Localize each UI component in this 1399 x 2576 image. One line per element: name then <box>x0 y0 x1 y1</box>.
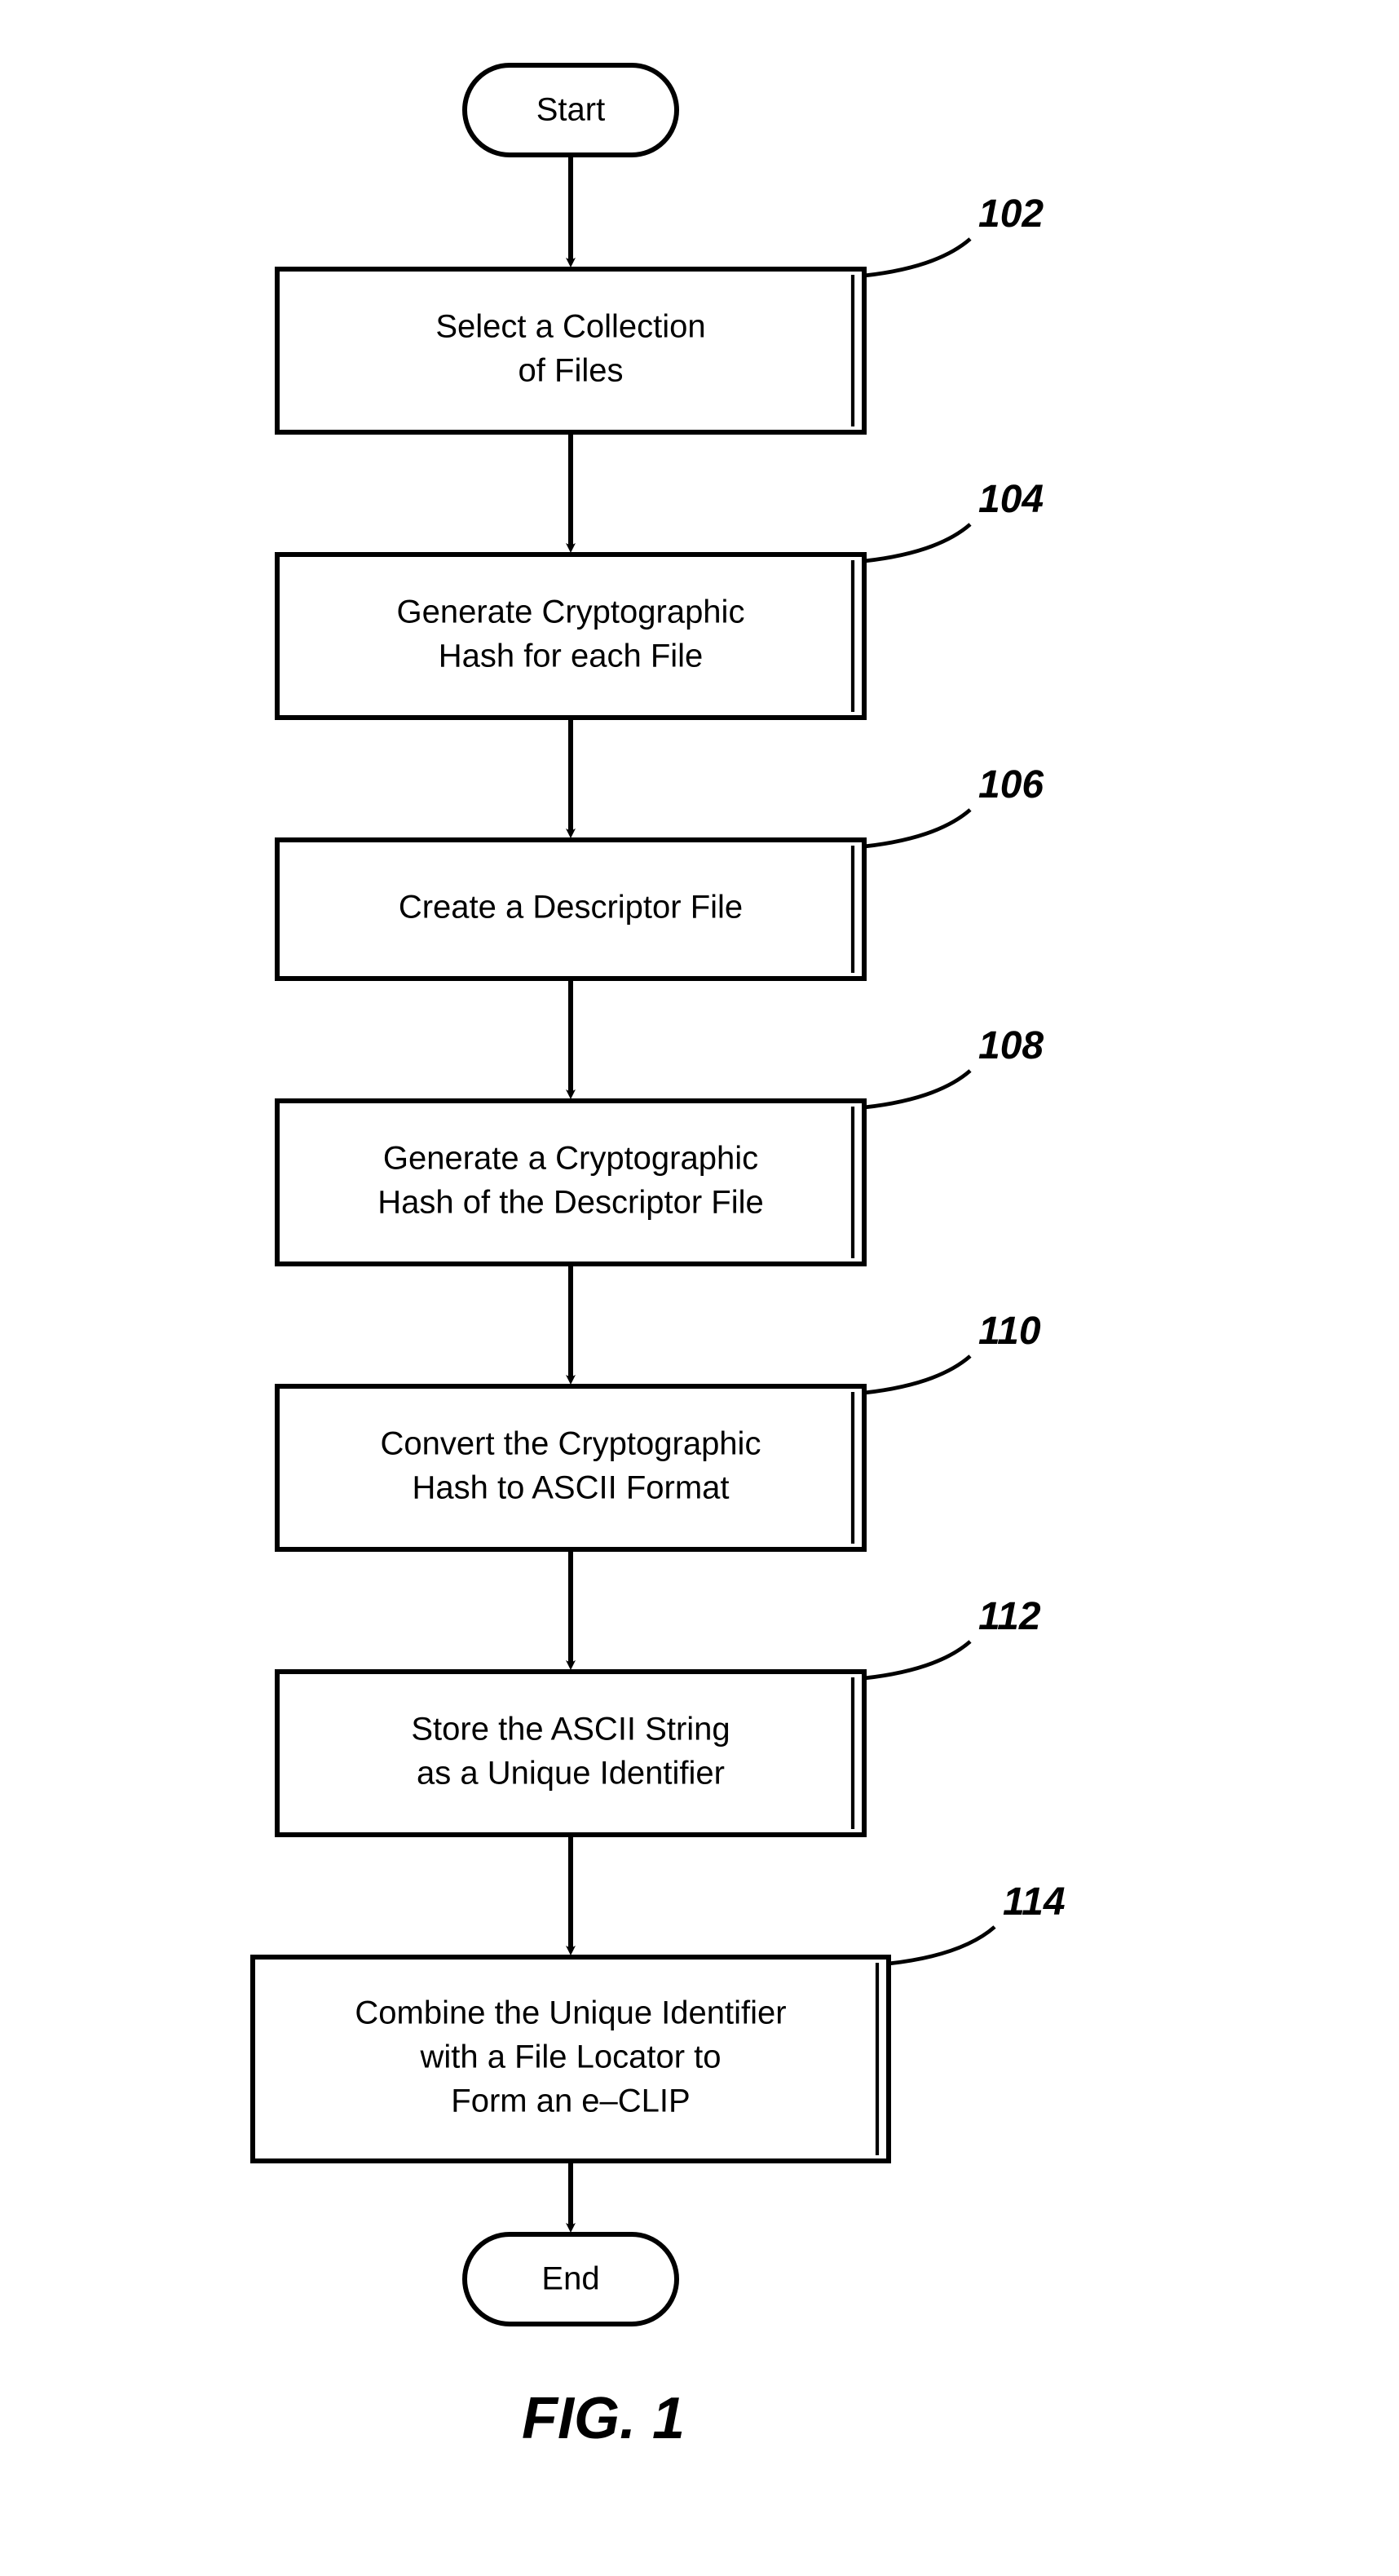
b110-box-outer <box>277 1386 864 1549</box>
b102-ref-leader <box>864 239 970 276</box>
b102-text-line-0: Select a Collection <box>435 309 705 345</box>
b108-ref-label: 108 <box>978 1024 1044 1067</box>
figure-label: FIG. 1 <box>522 2386 685 2451</box>
start-label: Start <box>536 92 605 128</box>
b104-ref-label: 104 <box>978 478 1044 521</box>
b108-text-line-0: Generate a Cryptographic <box>383 1141 758 1177</box>
b114-text-line-2: Form an e–CLIP <box>451 2083 690 2119</box>
b112-ref-label: 112 <box>978 1595 1041 1638</box>
b114-ref-label: 114 <box>1003 1880 1066 1924</box>
b110-text-line-0: Convert the Cryptographic <box>381 1426 761 1462</box>
b112-text-line-1: as a Unique Identifier <box>417 1756 725 1792</box>
b108-ref-leader <box>864 1071 970 1107</box>
b110-ref-label: 110 <box>978 1310 1041 1353</box>
b108-box-outer <box>277 1101 864 1264</box>
b114-ref-leader <box>889 1927 995 1964</box>
b102-ref-label: 102 <box>978 192 1044 236</box>
end-label: End <box>541 2261 599 2297</box>
b104-ref-leader <box>864 524 970 561</box>
b106-ref-leader <box>864 810 970 846</box>
b108-text-line-1: Hash of the Descriptor File <box>377 1185 764 1221</box>
b102-box-outer <box>277 269 864 432</box>
b114-text-line-1: with a File Locator to <box>419 2039 721 2075</box>
flowchart-diagram: Start Select a Collection of Files 102 Gener… <box>0 0 1399 2576</box>
b106-text-line-0: Create a Descriptor File <box>399 890 743 926</box>
b110-text-line-1: Hash to ASCII Format <box>412 1470 729 1506</box>
b114-text-line-0: Combine the Unique Identifier <box>355 1995 786 2031</box>
b106-ref-label: 106 <box>978 763 1044 806</box>
b104-text-line-0: Generate Cryptographic <box>397 594 745 630</box>
b110-ref-leader <box>864 1356 970 1393</box>
b112-box-outer <box>277 1672 864 1835</box>
b112-ref-leader <box>864 1641 970 1678</box>
b104-box-outer <box>277 555 864 718</box>
b102-text-line-1: of Files <box>519 353 624 389</box>
b104-text-line-1: Hash for each File <box>439 638 704 674</box>
b112-text-line-0: Store the ASCII String <box>411 1712 730 1748</box>
